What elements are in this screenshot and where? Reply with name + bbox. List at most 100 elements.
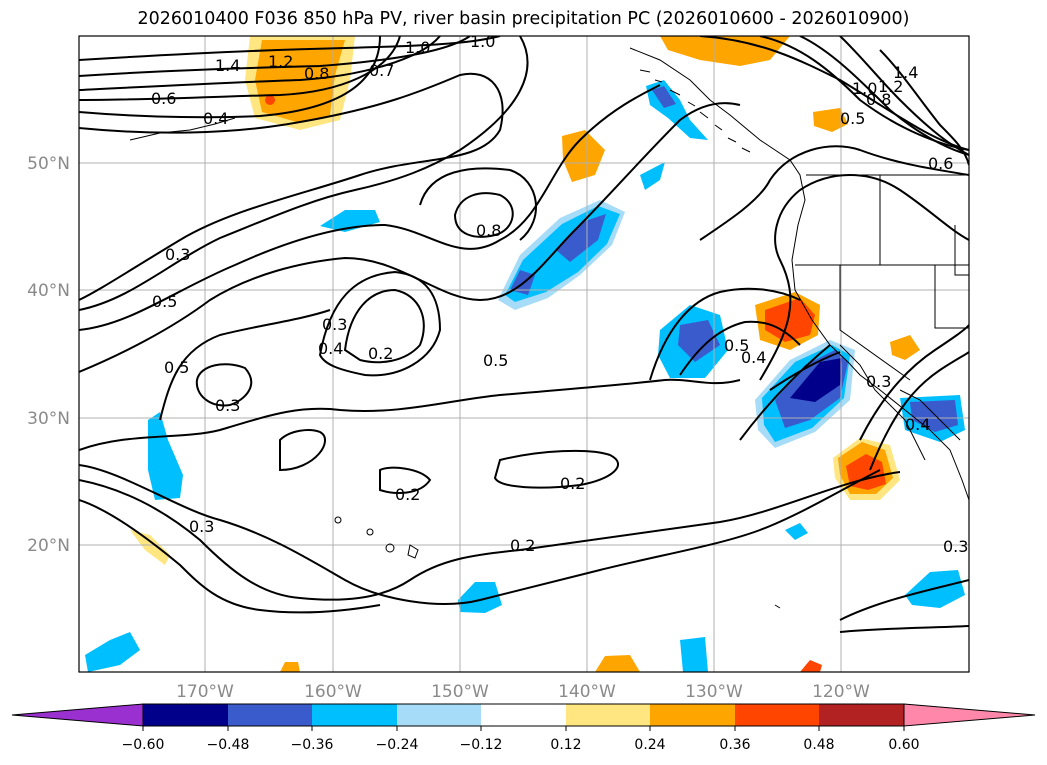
- positive-anomaly-south-3: [800, 660, 822, 672]
- pv-contour: [79, 36, 401, 101]
- north-america-coast: [629, 47, 969, 501]
- contour-label: 0.6: [151, 89, 176, 108]
- contour-label: 1.2: [878, 77, 903, 96]
- lon-label-140w: 140°W: [558, 682, 616, 702]
- contour-labels: 1.4 1.2 0.8 0.7 1.0 1.0 0.6 0.4 1.0 1.2 …: [151, 32, 968, 556]
- contour-label: 0.8: [304, 64, 329, 83]
- contour-label: 1.4: [215, 56, 240, 75]
- pv-contour: [453, 192, 514, 238]
- colorbar-tick-label: −0.12: [460, 737, 503, 753]
- contour-label: 0.3: [215, 396, 240, 415]
- lat-label-40n: 40°N: [27, 281, 70, 301]
- positive-anomaly-southwest: [130, 530, 170, 565]
- contour-label: 0.4: [318, 339, 343, 358]
- lat-label-20n: 20°N: [27, 536, 70, 556]
- contour-label: 0.2: [368, 344, 393, 363]
- negative-anomaly-dot: [785, 523, 808, 540]
- contour-label: 0.5: [152, 292, 177, 311]
- baja-peninsula: [839, 344, 926, 461]
- contour-label: 1.2: [268, 52, 293, 71]
- pv-contour: [79, 464, 881, 605]
- colorbar-segment: [481, 704, 566, 726]
- pv-contour: [79, 84, 661, 331]
- pv-contour: [699, 145, 969, 241]
- positive-anomaly-nw-core: [255, 40, 345, 123]
- lon-label-150w: 150°W: [431, 682, 489, 702]
- pv-contour: [79, 36, 381, 119]
- pv-contour: [839, 625, 969, 633]
- negative-anomaly-streak-north: [640, 162, 665, 190]
- contour-label: 1.4: [893, 63, 918, 82]
- hawaii-islands-3: [385, 543, 395, 553]
- contour-label: 0.3: [322, 315, 347, 334]
- pv-contour: [79, 36, 529, 311]
- pv-contour: [649, 287, 801, 381]
- positive-anomaly-nw-spot: [265, 95, 275, 105]
- positive-anomaly-south-2: [280, 662, 300, 672]
- pv-contour: [318, 270, 442, 377]
- negative-anomaly-alaska-core: [652, 86, 676, 108]
- colorbar-tick-label: −0.36: [291, 737, 334, 753]
- negative-anomaly-baja-core: [790, 358, 842, 402]
- state-border-5: [954, 225, 969, 276]
- pv-contour: [839, 579, 969, 621]
- contour-label: 0.7: [369, 61, 394, 80]
- latitude-labels: 50°N 40°N 30°N 20°N: [27, 154, 70, 556]
- pv-contour: [343, 288, 425, 364]
- pv-contour: [879, 49, 969, 166]
- contour-label: 0.3: [165, 245, 190, 264]
- colorbar-segment: [650, 704, 735, 726]
- negative-anomaly-160w: [320, 210, 380, 232]
- colorbar-segment: [397, 704, 481, 726]
- pv-contour: [739, 344, 831, 441]
- lat-label-50n: 50°N: [27, 154, 70, 174]
- aleutian-islands: [129, 117, 236, 141]
- lon-label-160w: 160°W: [304, 682, 362, 702]
- lon-label-170w: 170°W: [176, 682, 234, 702]
- colorbar-tick-label: 0.12: [550, 737, 581, 753]
- pv-contours: [79, 36, 969, 633]
- pv-contour: [79, 102, 741, 373]
- colorbar-ticks: [142, 726, 905, 731]
- colorbar-segment: [735, 704, 819, 726]
- map-area: [79, 36, 969, 672]
- pv-contour: [79, 471, 901, 601]
- positive-anomaly-coast: [890, 335, 920, 360]
- pv-contour: [159, 309, 331, 421]
- pv-contour: [195, 363, 253, 407]
- contour-label: 0.8: [476, 221, 501, 240]
- state-border-2: [839, 265, 911, 381]
- hawaii-islands-2: [366, 528, 374, 536]
- contour-label: 0.3: [943, 537, 968, 556]
- hawaii-islands: [334, 516, 342, 524]
- pv-contour: [379, 466, 432, 494]
- colorbar-segment: [143, 704, 228, 726]
- pv-contour: [79, 36, 441, 91]
- positive-anomaly-midpac: [562, 130, 605, 182]
- contour-label: 0.5: [164, 358, 189, 377]
- contour-label: 0.3: [189, 517, 214, 536]
- contour-label: 0.4: [905, 415, 930, 434]
- mexico-mainland-coast: [899, 389, 961, 441]
- contour-label: 0.8: [866, 90, 891, 109]
- positive-anomaly-alaska: [660, 36, 790, 66]
- contour-label: 0.2: [395, 485, 420, 504]
- pv-contour: [79, 72, 504, 301]
- colorbar-tick-label: −0.60: [122, 737, 165, 753]
- state-border-4: [934, 265, 969, 329]
- longitude-labels: 170°W 160°W 150°W 140°W 130°W 120°W: [176, 682, 870, 702]
- colorbar-extend-low: [11, 703, 144, 727]
- colorbar-tick-label: 0.48: [803, 737, 834, 753]
- pv-contour: [859, 324, 969, 441]
- precip-anomaly-fills: [85, 36, 965, 672]
- contour-label: 0.5: [724, 336, 749, 355]
- colorbar-extend-high: [903, 703, 1036, 727]
- contour-label: 0.4: [203, 109, 228, 128]
- contour-label: 0.4: [741, 348, 766, 367]
- pv-contour: [79, 36, 471, 77]
- contour-label: 1.0: [470, 32, 495, 51]
- plot-title: 2026010400 F036 850 hPa PV, river basin …: [137, 9, 910, 29]
- colorbar-segment: [819, 704, 904, 726]
- positive-anomaly-california-core: [765, 298, 815, 342]
